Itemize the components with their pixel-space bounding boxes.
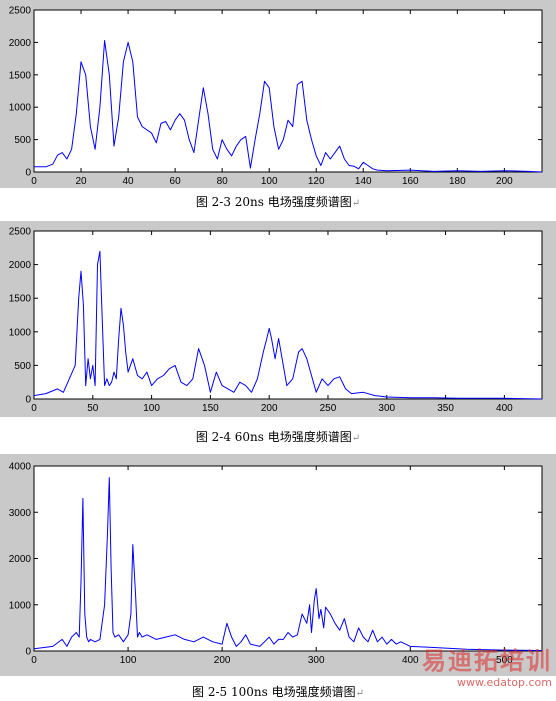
x-tick-label: 120 bbox=[308, 176, 325, 187]
y-tick-label: 0 bbox=[25, 168, 31, 179]
y-tick-label: 2500 bbox=[9, 227, 32, 238]
y-tick-label: 1500 bbox=[9, 70, 32, 81]
y-tick-label: 1000 bbox=[9, 103, 32, 114]
watermark: 易迪拓培训 www.edatop.com bbox=[422, 641, 552, 689]
chart-svg-1: 0 50 100 150 200 250 300 350 400 0 500 1000 1500 2000… bbox=[9, 227, 543, 414]
watermark-url: www.edatop.com bbox=[457, 676, 552, 689]
x-tick-label: 400 bbox=[496, 403, 513, 414]
caption-text-1: 图 2-4 60ns 电场强度频谱图 bbox=[195, 430, 352, 444]
x-tick-label: 180 bbox=[449, 176, 466, 187]
caption-100ns: 图 2-5 100ns 电场强度频谱图↵ bbox=[0, 683, 556, 700]
y-tick-label: 500 bbox=[14, 135, 31, 146]
y-tick-label: 2000 bbox=[9, 260, 32, 271]
y-tick-label: 2000 bbox=[9, 554, 32, 565]
caption-text-2: 图 2-5 100ns 电场强度频谱图 bbox=[192, 685, 356, 699]
x-tick-label: 40 bbox=[123, 176, 135, 187]
x-tick-label: 100 bbox=[143, 403, 160, 414]
x-tick-label: 350 bbox=[437, 403, 454, 414]
x-tick-label: 500 bbox=[496, 655, 513, 666]
spectrum-line bbox=[34, 40, 543, 173]
x-tick-label: 50 bbox=[87, 403, 99, 414]
y-tick-label: 2000 bbox=[9, 38, 32, 49]
chart-svg-2: 0 100 200 300 400 500 0 1000 2000 3000 4000 bbox=[9, 462, 543, 666]
return-mark-icon: ↵ bbox=[351, 433, 361, 444]
return-mark-icon: ↵ bbox=[355, 688, 364, 699]
x-tick-label: 300 bbox=[308, 655, 325, 666]
x-tick-label: 80 bbox=[217, 176, 229, 187]
x-tick-label: 100 bbox=[261, 176, 278, 187]
x-tick-label: 200 bbox=[261, 403, 278, 414]
caption-60ns: 图 2-4 60ns 电场强度频谱图↵ bbox=[0, 428, 556, 445]
x-tick-label: 140 bbox=[355, 176, 372, 187]
y-tick-label: 1000 bbox=[9, 327, 32, 338]
plot-area bbox=[33, 9, 543, 173]
y-tick-label: 1000 bbox=[9, 600, 32, 611]
x-tick-label: 150 bbox=[202, 403, 219, 414]
caption-20ns: 图 2-3 20ns 电场强度频谱图↵ bbox=[0, 193, 556, 210]
chart-panel-20ns: 0 20 40 60 80 100 120 140 160 180 200 0 500 1000 1500 2… bbox=[0, 0, 556, 188]
x-tick-label: 60 bbox=[170, 176, 182, 187]
chart-panel-60ns: 0 50 100 150 200 250 300 350 400 0 500 1000 1500 2000… bbox=[0, 221, 556, 417]
x-tick-label: 200 bbox=[214, 655, 231, 666]
spectrum-line bbox=[33, 250, 543, 400]
x-tick-label: 0 bbox=[31, 655, 37, 666]
y-tick-label: 1500 bbox=[9, 294, 32, 305]
plot-area bbox=[33, 465, 543, 652]
watermark-text: 易迪拓培训 bbox=[422, 647, 552, 675]
y-tick-label: 3000 bbox=[9, 508, 32, 519]
x-tick-label: 160 bbox=[402, 176, 419, 187]
x-tick-label: 200 bbox=[496, 176, 513, 187]
return-mark-icon: ↵ bbox=[351, 198, 361, 209]
x-tick-label: 100 bbox=[120, 655, 137, 666]
x-tick-label: 250 bbox=[320, 403, 337, 414]
x-tick-label: 0 bbox=[31, 176, 37, 187]
x-tick-label: 300 bbox=[378, 403, 395, 414]
x-tick-label: 400 bbox=[402, 655, 419, 666]
plot-area bbox=[33, 230, 543, 400]
y-tick-label: 4000 bbox=[9, 462, 32, 473]
spectrum-line bbox=[33, 477, 543, 651]
y-tick-label: 0 bbox=[25, 647, 31, 658]
y-tick-label: 2500 bbox=[9, 6, 32, 17]
chart-svg-0: 0 20 40 60 80 100 120 140 160 180 2000500100015002… bbox=[9, 6, 543, 187]
x-tick-label: 0 bbox=[31, 403, 37, 414]
y-tick-label: 500 bbox=[14, 361, 31, 372]
x-tick-label: 20 bbox=[75, 176, 87, 187]
y-tick-label: 0 bbox=[25, 395, 31, 406]
caption-text-0: 图 2-3 20ns 电场强度频谱图 bbox=[195, 195, 352, 209]
chart-panel-100ns: 0 100 200 300 400 500 0 1000 2000 3000 4000 bbox=[0, 454, 556, 676]
